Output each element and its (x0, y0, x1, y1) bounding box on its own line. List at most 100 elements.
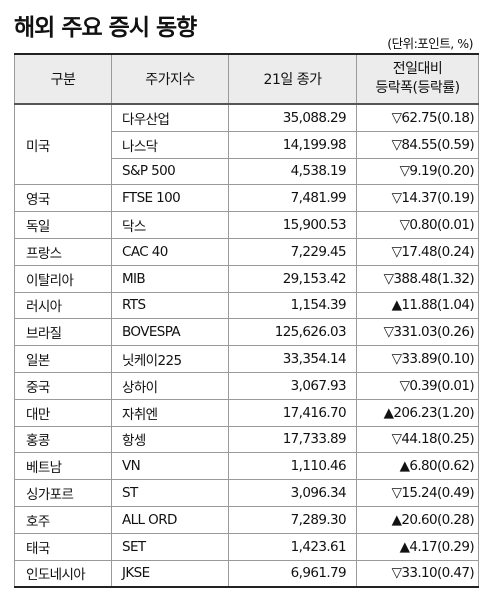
header-change: 전일대비 등락폭(등락률) (356, 53, 479, 105)
country-label: 인도네시아 (26, 567, 86, 584)
index-cell: RTS (111, 291, 229, 320)
index-cell: 다우산업 (111, 103, 229, 132)
close-cell: 1,154.39 (228, 291, 357, 320)
index-cell: VN (111, 452, 229, 481)
table-row: 이탈리아 MIB 29,153.42 ▽388.48(1.32) (14, 264, 479, 293)
country-cell: 프랑스 (14, 237, 112, 266)
market-table: 구분 주가지수 21일 종가 전일대비 등락폭(등락률) 미국 다우산업 35,… (14, 53, 479, 589)
page-title: 해외 주요 증시 동향 (14, 15, 197, 41)
change-cell: ▲11.88(1.04) (356, 291, 479, 320)
table-row: 호주 ALL ORD 7,289.30 ▲20.60(0.28) (14, 505, 479, 534)
index-cell: SET (111, 532, 229, 561)
close-cell: 35,088.29 (228, 103, 357, 132)
index-cell: BOVESPA (111, 318, 229, 347)
close-cell: 4,538.19 (228, 157, 357, 186)
country-label: 영국 (26, 192, 50, 209)
change-cell: ▽9.19(0.20) (356, 157, 479, 186)
close-cell: 1,110.46 (228, 452, 357, 481)
index-cell: 나스닥 (111, 130, 229, 159)
country-label: 태국 (26, 540, 50, 557)
change-cell: ▽388.48(1.32) (356, 264, 479, 293)
index-cell: 자취엔 (111, 398, 229, 427)
header-close: 21일 종가 (228, 53, 357, 105)
table-row: 독일 닥스 15,900.53 ▽0.80(0.01) (14, 211, 479, 239)
table-row: 베트남 VN 1,110.46 ▲6.80(0.62) (14, 452, 479, 481)
close-cell: 14,199.98 (228, 130, 357, 159)
change-cell: ▲20.60(0.28) (356, 505, 479, 534)
close-cell: 3,067.93 (228, 371, 357, 400)
index-cell: CAC 40 (111, 237, 229, 266)
country-label: 미국 (26, 138, 50, 155)
change-cell: ▽331.03(0.26) (356, 318, 479, 347)
country-label: 싱가포르 (26, 487, 74, 504)
close-cell: 17,416.70 (228, 398, 357, 427)
change-cell: ▽15.24(0.49) (356, 479, 479, 507)
country-cell: 러시아 (14, 291, 112, 320)
close-cell: 6,961.79 (228, 559, 357, 589)
table-row: 일본 닛케이225 33,354.14 ▽33.89(0.10) (14, 345, 479, 373)
country-cell: 일본 (14, 345, 112, 373)
table-row: S&P 500 4,538.19 ▽9.19(0.20) (15, 157, 479, 186)
country-cell: 브라질 (14, 318, 112, 347)
country-label: 독일 (26, 219, 50, 236)
header-change-line2: 등락폭(등락률) (375, 80, 460, 96)
country-label: 이탈리아 (26, 272, 74, 289)
index-cell: FTSE 100 (111, 184, 229, 213)
country-cell: 태국 (14, 532, 112, 561)
change-cell: ▽62.75(0.18) (356, 103, 479, 132)
country-cell: 독일 (14, 211, 112, 239)
country-label: 홍콩 (26, 433, 50, 450)
index-cell: S&P 500 (111, 157, 229, 186)
country-label: 브라질 (26, 326, 62, 343)
index-cell: 항셍 (111, 425, 229, 454)
close-cell: 7,289.30 (228, 505, 357, 534)
close-cell: 15,900.53 (228, 211, 357, 239)
change-cell: ▲6.80(0.62) (356, 452, 479, 481)
table-row: 영국 FTSE 100 7,481.99 ▽14.37(0.19) (14, 184, 479, 213)
change-cell: ▽33.89(0.10) (356, 345, 479, 373)
country-cell: 영국 (14, 184, 112, 213)
index-cell: 닛케이225 (111, 345, 229, 373)
country-cell: 호주 (14, 505, 112, 534)
close-cell: 1,423.61 (228, 532, 357, 561)
close-cell: 7,229.45 (228, 237, 357, 266)
index-cell: 상하이 (111, 371, 229, 400)
index-cell: ALL ORD (111, 505, 229, 534)
close-cell: 7,481.99 (228, 184, 357, 213)
unit-note: (단위:포인트, %) (387, 36, 473, 51)
country-label: 프랑스 (26, 245, 62, 262)
country-label: 대만 (26, 406, 50, 423)
change-cell: ▽33.10(0.47) (356, 559, 479, 589)
country-cell: 대만 (14, 398, 112, 427)
change-cell: ▽14.37(0.19) (356, 184, 479, 213)
table-row: 미국 다우산업 35,088.29 ▽62.75(0.18) (14, 103, 479, 186)
change-cell: ▲4.17(0.29) (356, 532, 479, 561)
country-label: 호주 (26, 513, 50, 530)
change-cell: ▽0.39(0.01) (356, 371, 479, 400)
close-cell: 33,354.14 (228, 345, 357, 373)
country-cell: 홍콩 (14, 425, 112, 454)
country-label: 베트남 (26, 460, 62, 477)
change-cell: ▽84.55(0.59) (356, 130, 479, 159)
country-cell: 미국 (14, 103, 112, 186)
table-row: 홍콩 항셍 17,733.89 ▽44.18(0.25) (14, 425, 479, 454)
close-cell: 17,733.89 (228, 425, 357, 454)
close-cell: 29,153.42 (228, 264, 357, 293)
country-label: 일본 (26, 353, 50, 370)
index-cell: 닥스 (111, 211, 229, 239)
country-cell: 베트남 (14, 452, 112, 481)
close-cell: 3,096.34 (228, 479, 357, 507)
table-row: 프랑스 CAC 40 7,229.45 ▽17.48(0.24) (14, 237, 479, 266)
table-row: 인도네시아 JKSE 6,961.79 ▽33.10(0.47) (14, 559, 479, 589)
country-cell: 이탈리아 (14, 264, 112, 293)
index-cell: MIB (111, 264, 229, 293)
index-cell: JKSE (111, 559, 229, 589)
table-row: 나스닥 14,199.98 ▽84.55(0.59) (15, 130, 479, 159)
header-country: 구분 (14, 53, 112, 105)
table-body: 미국 다우산업 35,088.29 ▽62.75(0.18) 나스닥 14,19… (14, 103, 479, 589)
change-cell: ▽17.48(0.24) (356, 237, 479, 266)
country-cell: 인도네시아 (14, 559, 112, 589)
table-row: 중국 상하이 3,067.93 ▽0.39(0.01) (14, 371, 479, 400)
country-label: 중국 (26, 379, 50, 396)
country-cell: 싱가포르 (14, 479, 112, 507)
